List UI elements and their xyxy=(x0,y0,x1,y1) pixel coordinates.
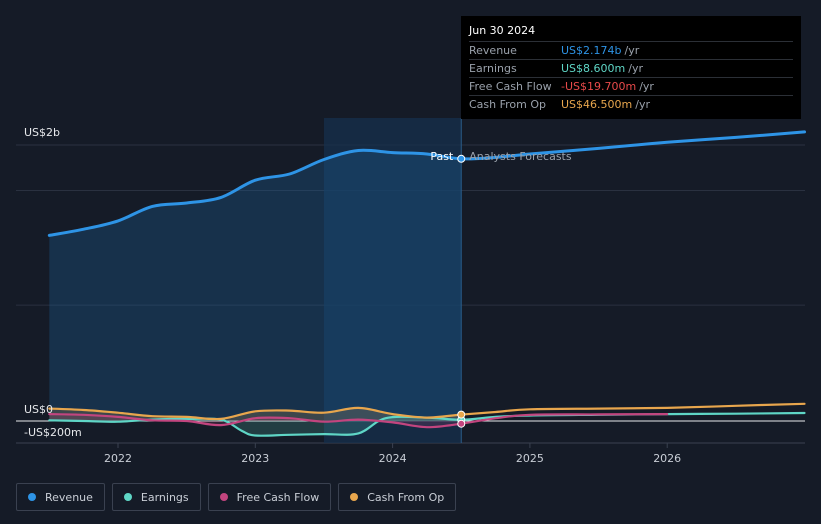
revenue-area-fill xyxy=(49,150,462,422)
cfo-area-fill xyxy=(49,407,462,421)
series-layer xyxy=(47,130,806,437)
tooltip-unit: /yr xyxy=(628,62,643,75)
revenue-line xyxy=(47,130,806,237)
tooltip-unit: /yr xyxy=(624,44,640,57)
free-cash-flow-dot-icon xyxy=(219,493,228,501)
legend-item-revenue[interactable]: Revenue xyxy=(16,483,105,511)
tooltip-value: US$8.600m xyxy=(561,62,626,75)
legend-label: Free Cash Flow xyxy=(236,490,320,504)
tooltip-row-revenue: Revenue US$2.174b /yr xyxy=(469,41,793,59)
tooltip-unit: /yr xyxy=(635,98,650,111)
earnings-area-fill xyxy=(49,416,462,436)
legend-item-free-cash-flow[interactable]: Free Cash Flow xyxy=(207,483,332,511)
cfo-marker xyxy=(457,410,466,419)
tooltip-value: US$2.174b xyxy=(561,44,622,57)
tooltip-row-free-cash-flow: Free Cash Flow -US$19.700m /yr xyxy=(469,77,793,95)
fcf-marker xyxy=(457,419,466,428)
tooltip-unit: /yr xyxy=(639,80,654,93)
x-tick-label: 2025 xyxy=(516,452,544,465)
legend-label: Cash From Op xyxy=(367,490,445,504)
marker-layer xyxy=(457,154,466,428)
x-tick-label: 2024 xyxy=(379,452,407,465)
label-layer: US$2b US$0 -US$200m 2022 2023 2024 2025 … xyxy=(24,126,681,465)
forecast-label: Analysts Forecasts xyxy=(469,150,572,163)
fcf-area-fill xyxy=(49,414,462,428)
chart-legend: Revenue Earnings Free Cash Flow Cash Fro… xyxy=(16,483,457,511)
legend-label: Revenue xyxy=(45,490,93,504)
revenue-earnings-chart: US$2b US$0 -US$200m 2022 2023 2024 2025 … xyxy=(16,118,806,465)
past-highlight-region xyxy=(323,118,462,443)
cash-from-op-dot-icon xyxy=(350,493,359,501)
x-tick-label: 2023 xyxy=(241,452,269,465)
cfo-line xyxy=(48,402,806,421)
y-tick-label-top: US$2b xyxy=(24,126,60,139)
past-label: Past xyxy=(430,150,454,163)
tooltip-value: US$46.500m xyxy=(561,98,633,111)
earnings-dot-icon xyxy=(123,493,132,501)
tooltip-label: Cash From Op xyxy=(469,98,547,111)
tooltip-date: Jun 30 2024 xyxy=(469,24,536,37)
x-tick-label: 2022 xyxy=(104,452,132,465)
legend-label: Earnings xyxy=(140,490,189,504)
past-shade-layer xyxy=(49,118,462,443)
y-tick-label-zero: US$0 xyxy=(24,403,53,416)
tooltip-label: Revenue xyxy=(469,44,517,57)
tooltip-row-cash-from-op: Cash From Op US$46.500m /yr xyxy=(469,95,793,113)
revenue-marker xyxy=(457,154,466,163)
tooltip-label: Earnings xyxy=(469,62,517,75)
legend-item-earnings[interactable]: Earnings xyxy=(111,483,201,511)
fcf-line xyxy=(48,413,669,429)
tooltip-row-earnings: Earnings US$8.600m /yr xyxy=(469,59,793,77)
legend-item-cash-from-op[interactable]: Cash From Op xyxy=(338,483,457,511)
data-tooltip: Jun 30 2024 Revenue US$2.174b /yr Earnin… xyxy=(461,16,801,119)
tooltip-label: Free Cash Flow xyxy=(469,80,552,93)
y-tick-label-bottom: -US$200m xyxy=(24,426,82,439)
x-tick-label: 2026 xyxy=(653,452,681,465)
revenue-dot-icon xyxy=(28,493,36,501)
tooltip-value: -US$19.700m xyxy=(561,80,637,93)
